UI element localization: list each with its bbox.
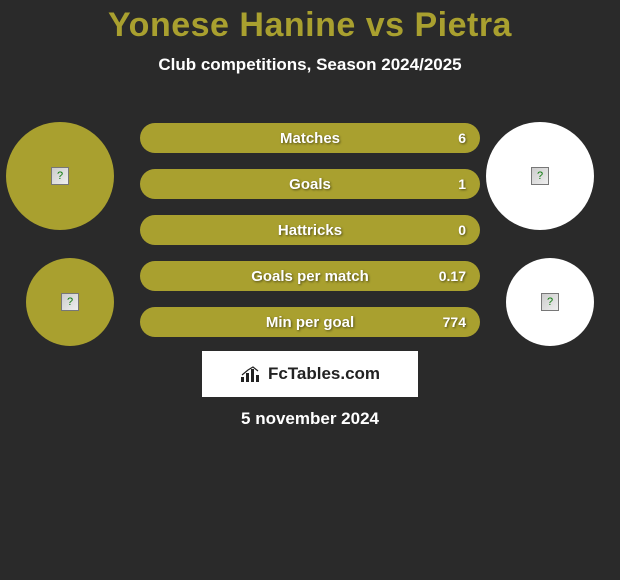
subtitle: Club competitions, Season 2024/2025 (0, 55, 620, 75)
stat-label: Goals per match (251, 268, 369, 285)
stat-row: Goals per match 0.17 (140, 261, 480, 291)
stat-row: Min per goal 774 (140, 307, 480, 337)
stat-value-right: 0 (458, 222, 466, 238)
stat-value-right: 6 (458, 130, 466, 146)
stat-row: Hattricks 0 (140, 215, 480, 245)
chart-icon (240, 365, 262, 383)
stat-value-right: 1 (458, 176, 466, 192)
stat-label: Hattricks (278, 222, 342, 239)
stats-panel: Matches 6 Goals 1 Hattricks 0 Goals per match 0… (140, 123, 480, 353)
broken-image-icon: ? (541, 293, 559, 311)
player1-avatar-small: ? (26, 258, 114, 346)
stat-label: Goals (289, 176, 331, 193)
broken-image-icon: ? (531, 167, 549, 185)
stat-row: Goals 1 (140, 169, 480, 199)
player2-avatar-large: ? (486, 122, 594, 230)
stat-value-right: 774 (443, 314, 466, 330)
broken-image-icon: ? (51, 167, 69, 185)
logo-box: FcTables.com (202, 351, 418, 397)
broken-image-icon: ? (61, 293, 79, 311)
stat-label: Min per goal (266, 314, 354, 331)
page-title: Yonese Hanine vs Pietra (0, 0, 620, 45)
stat-label: Matches (280, 130, 340, 147)
date-text: 5 november 2024 (0, 409, 620, 429)
stat-row: Matches 6 (140, 123, 480, 153)
player1-avatar-large: ? (6, 122, 114, 230)
stat-value-right: 0.17 (439, 268, 466, 284)
player2-avatar-small: ? (506, 258, 594, 346)
logo-text: FcTables.com (268, 364, 380, 384)
